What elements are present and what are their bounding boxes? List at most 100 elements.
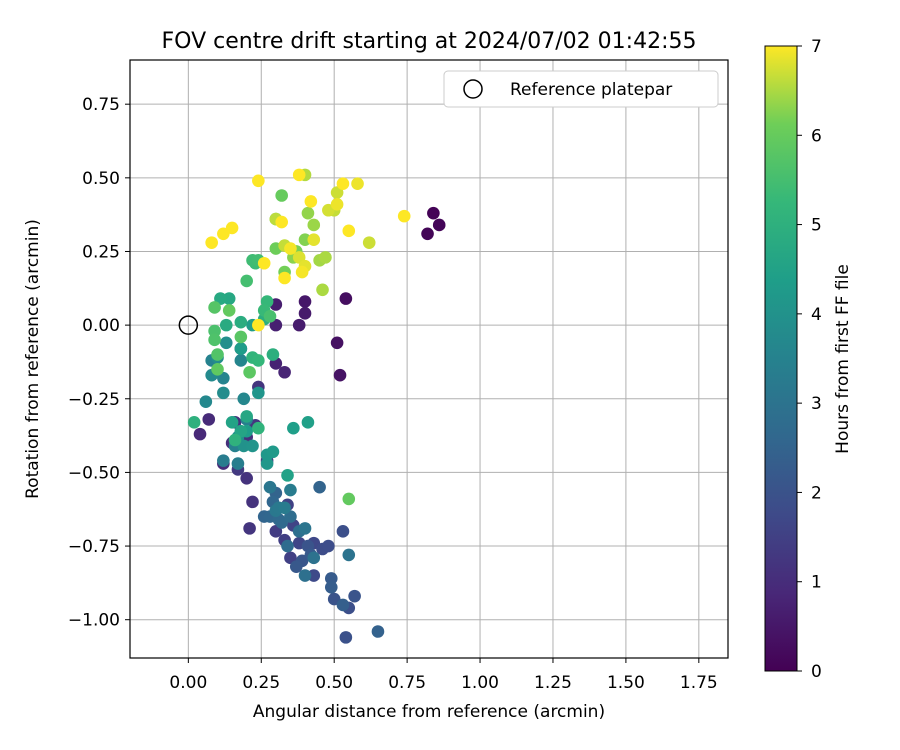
- colorbar-ticks: 0 1 2 3 4 5 6 7: [797, 37, 822, 682]
- data-point: [266, 445, 280, 459]
- data-point: [362, 236, 376, 249]
- data-point: [219, 318, 233, 332]
- x-axis-ticks: 0.00 0.25 0.50 0.75 1.00 1.25 1.50 1.75: [169, 658, 718, 693]
- colorbar-tick-label: 2: [811, 483, 822, 503]
- data-point: [257, 256, 271, 270]
- data-point: [208, 333, 221, 347]
- data-point: [281, 469, 294, 482]
- data-point: [252, 354, 265, 367]
- data-point: [237, 392, 251, 406]
- data-point: [246, 495, 259, 509]
- data-point: [330, 336, 344, 350]
- data-point: [298, 233, 312, 246]
- x-tick-label: 0.75: [388, 673, 426, 693]
- data-point: [397, 209, 411, 223]
- data-point: [427, 206, 440, 220]
- legend-label: Reference platepar: [510, 80, 672, 100]
- data-point: [339, 631, 353, 644]
- data-point: [275, 189, 288, 202]
- data-point: [234, 315, 248, 329]
- data-point: [222, 292, 236, 305]
- data-point: [193, 427, 207, 441]
- data-point: [217, 386, 230, 400]
- data-point: [252, 386, 265, 400]
- x-tick-label: 0.00: [169, 673, 207, 693]
- data-point: [348, 589, 361, 603]
- data-point: [243, 522, 256, 535]
- data-point: [240, 472, 253, 485]
- x-tick-label: 0.25: [242, 673, 280, 693]
- data-point: [211, 348, 224, 361]
- data-point: [339, 292, 353, 305]
- y-tick-label: −1.00: [68, 611, 120, 631]
- grid: [130, 60, 728, 658]
- data-point: [252, 318, 265, 332]
- data-point: [284, 242, 297, 255]
- data-point: [225, 416, 239, 429]
- colorbar-tick-label: 5: [811, 216, 822, 236]
- data-point: [342, 492, 356, 506]
- data-point: [211, 363, 224, 376]
- y-tick-label: 0.75: [82, 95, 120, 115]
- data-point: [217, 454, 230, 467]
- y-tick-label: −0.50: [68, 463, 120, 483]
- x-tick-label: 1.00: [461, 673, 499, 693]
- scatter-points: [187, 168, 446, 644]
- data-point: [307, 569, 321, 582]
- x-tick-label: 0.50: [315, 673, 353, 693]
- data-point: [298, 307, 312, 320]
- data-point: [342, 548, 356, 562]
- data-point: [307, 218, 321, 232]
- data-point: [284, 483, 297, 497]
- data-point: [278, 501, 291, 515]
- data-point: [298, 295, 312, 308]
- data-point: [324, 581, 338, 594]
- x-axis-label: Angular distance from reference (arcmin): [253, 702, 605, 722]
- legend-marker: [463, 79, 483, 99]
- data-point: [371, 625, 385, 638]
- colorbar-tick-label: 3: [811, 394, 822, 414]
- x-tick-label: 1.50: [607, 673, 645, 693]
- data-point: [240, 274, 253, 288]
- y-tick-label: −0.75: [68, 537, 120, 557]
- y-tick-label: 0.50: [82, 169, 120, 189]
- data-point: [243, 365, 256, 379]
- colorbar-tick-label: 0: [811, 662, 822, 682]
- data-point: [333, 368, 347, 382]
- data-point: [432, 218, 446, 232]
- data-point: [322, 539, 335, 553]
- data-point: [278, 365, 291, 379]
- data-point: [234, 330, 248, 344]
- data-point: [292, 168, 306, 182]
- colorbar: [764, 45, 798, 672]
- y-tick-label: 0.25: [82, 242, 120, 262]
- data-point: [263, 480, 277, 494]
- colorbar-tick-label: 1: [811, 573, 822, 593]
- colorbar-label: Hours from first FF file: [833, 264, 853, 454]
- data-point: [225, 221, 239, 235]
- data-point: [351, 177, 364, 191]
- y-axis-label: Rotation from reference (arcmin): [23, 219, 43, 499]
- data-point: [287, 421, 300, 435]
- data-point: [295, 265, 309, 279]
- legend-box: [443, 70, 719, 108]
- data-point: [187, 416, 201, 429]
- data-point: [316, 283, 329, 297]
- chart-title: FOV centre drift starting at 2024/07/02 …: [162, 29, 697, 54]
- data-point: [307, 233, 321, 246]
- data-point: [301, 206, 315, 220]
- data-point: [234, 342, 248, 355]
- data-point: [260, 457, 274, 470]
- data-point: [278, 271, 291, 285]
- data-point: [307, 551, 321, 565]
- y-tick-label: 0.00: [82, 316, 120, 336]
- data-point: [336, 177, 350, 191]
- data-point: [292, 318, 306, 332]
- data-point: [304, 195, 318, 208]
- data-point: [252, 174, 265, 188]
- data-point: [421, 227, 434, 241]
- data-point: [246, 439, 259, 453]
- x-tick-label: 1.75: [680, 673, 718, 693]
- data-point: [199, 395, 213, 409]
